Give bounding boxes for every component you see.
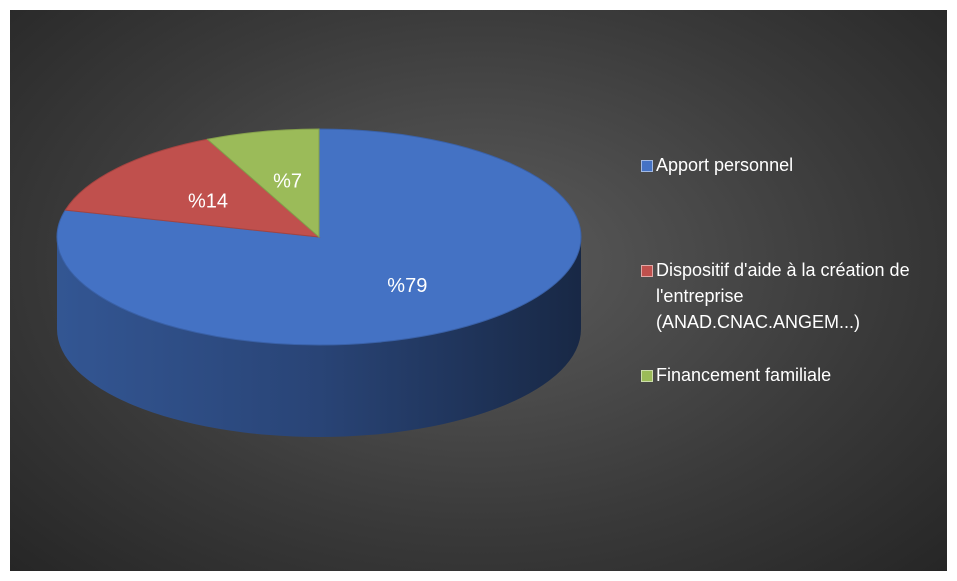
legend-swatch bbox=[641, 370, 653, 382]
legend-label: Dispositif d'aide à la création de l'ent… bbox=[656, 260, 910, 332]
slice-side bbox=[57, 237, 581, 437]
legend-label: Financement familiale bbox=[656, 365, 832, 385]
data-label: %14 bbox=[188, 190, 228, 212]
legend-entry: Financement familiale bbox=[641, 362, 951, 388]
legend-entry: Dispositif d'aide à la création de l'ent… bbox=[641, 257, 951, 335]
data-label: %79 bbox=[387, 275, 427, 297]
slice bbox=[64, 138, 321, 238]
legend-swatch bbox=[641, 265, 653, 277]
legend-swatch bbox=[641, 160, 653, 172]
data-label: %7 bbox=[273, 170, 302, 192]
legend-label: Apport personnel bbox=[656, 155, 794, 175]
slice bbox=[206, 128, 320, 239]
slice bbox=[56, 128, 582, 346]
legend-entry: Apport personnel bbox=[641, 152, 951, 178]
